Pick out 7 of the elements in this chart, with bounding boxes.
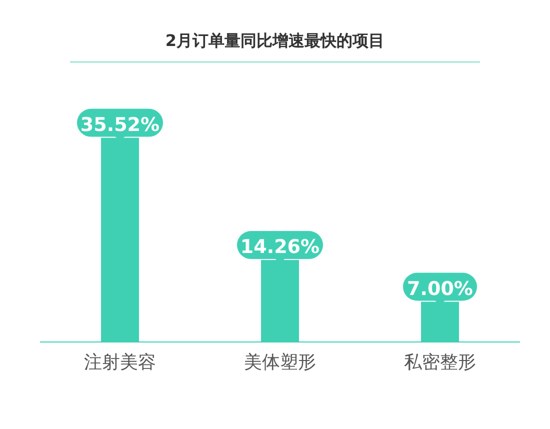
x-tick-label: 注射美容 [84,352,156,373]
data-label: 14.26% [240,236,320,258]
chart-title: 2月订单量同比增速最快的项目 [165,31,385,50]
x-tick-label: 私密整形 [404,352,476,373]
x-tick-label: 美体塑形 [244,352,316,373]
data-label: 35.52% [80,114,160,136]
data-label: 7.00% [407,278,473,300]
